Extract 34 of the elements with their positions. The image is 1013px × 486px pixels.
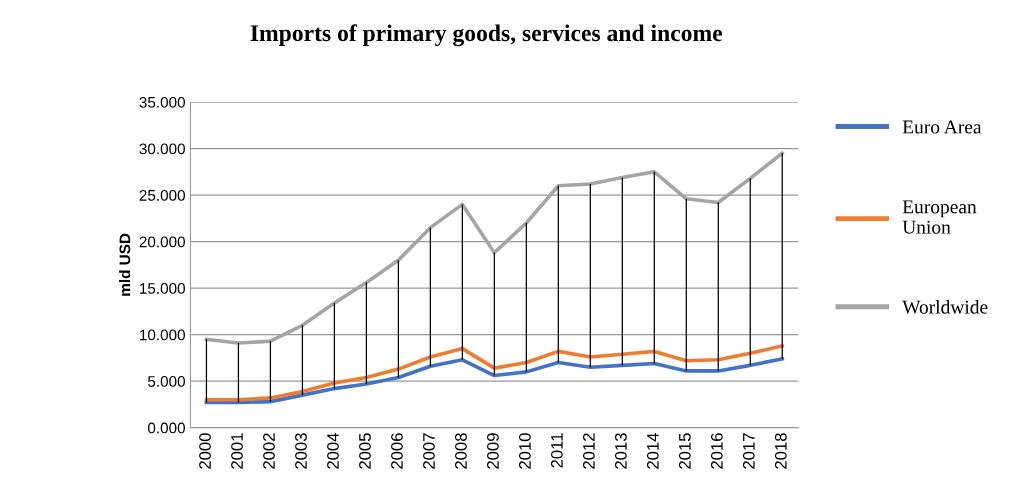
x-tick-label: 2007 — [423, 433, 435, 469]
x-tick-label: 2000 — [199, 433, 211, 469]
x-tick-label: 2015 — [678, 433, 691, 469]
legend-label: European Union — [902, 200, 977, 234]
x-tick-label: 2011 — [550, 433, 563, 468]
x-tick-label: 2012 — [582, 433, 595, 469]
legend-label: Euro Area — [902, 120, 982, 134]
line-series — [204, 357, 785, 405]
y-tick-label: 0.000 — [147, 422, 185, 434]
y-tick-label: 30.000 — [139, 143, 185, 155]
x-tick-label: 2010 — [519, 433, 531, 469]
x-tick-label: 2005 — [359, 433, 371, 469]
x-tick-label: 2004 — [327, 433, 339, 469]
x-tick-label: 2006 — [391, 433, 403, 469]
x-tick-label: 2018 — [774, 433, 787, 469]
x-tick-label: 2001 — [231, 433, 243, 469]
x-tick-label: 2014 — [646, 433, 659, 469]
y-tick-label: 15.000 — [140, 283, 185, 294]
y-tick-label: 35.000 — [139, 96, 185, 108]
y-tick-label: 20.000 — [139, 236, 185, 248]
y-tick-label: 25.000 — [139, 189, 185, 201]
line-series — [204, 344, 785, 402]
y-axis-title: mld USD — [119, 233, 131, 296]
x-tick-label: 2002 — [263, 433, 275, 469]
chart-title: Imports of primary goods, services and income — [250, 24, 723, 47]
x-tick-label: 2016 — [710, 433, 723, 469]
y-tick-label: 10.000 — [140, 329, 185, 341]
y-tick-label: 5.000 — [147, 376, 185, 387]
x-tick-label: 2013 — [614, 433, 627, 469]
x-tick-label: 2008 — [455, 433, 467, 469]
x-tick-label: 2017 — [742, 433, 755, 469]
x-tick-label: 2003 — [295, 433, 307, 469]
legend-label: Worldwide — [902, 300, 988, 314]
x-tick-label: 2009 — [487, 433, 499, 469]
